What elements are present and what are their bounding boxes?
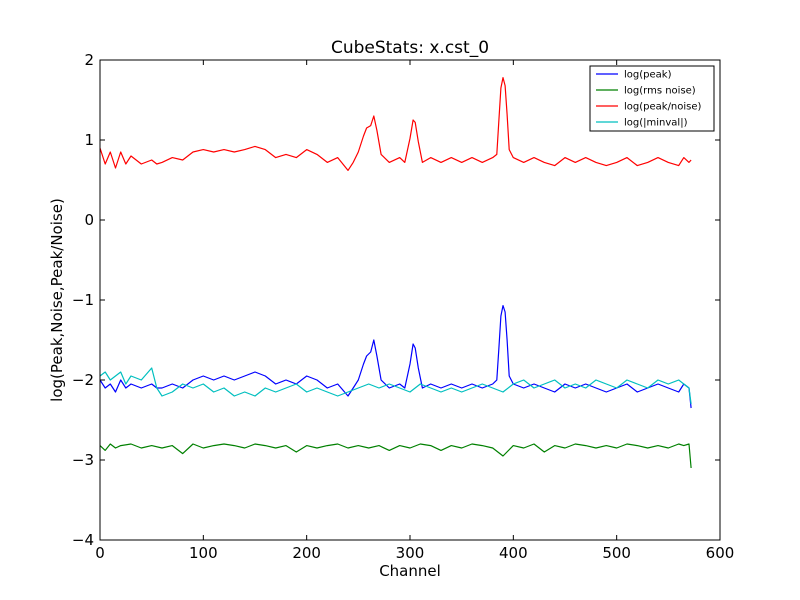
legend-label: log(peak/noise) — [624, 102, 702, 113]
series-line-log-rms-noise — [100, 443, 692, 469]
series-line-log-peak-noise — [100, 76, 692, 171]
series-layer — [100, 76, 692, 469]
x-tick-label: 600 — [706, 544, 735, 562]
legend-label: log(|minval|) — [624, 118, 688, 129]
x-tick-label: 500 — [602, 544, 631, 562]
series-line-log-peak — [100, 305, 692, 409]
y-axis: −4 −3 −2 −1 0 1 2 — [72, 51, 720, 549]
y-tick-label: −3 — [72, 451, 94, 469]
x-axis: 0 100 200 300 400 500 600 — [95, 60, 734, 562]
series-line-log-minval — [100, 367, 692, 405]
x-axis-label: Channel — [379, 562, 441, 580]
y-tick-label: −4 — [72, 531, 94, 549]
legend-box — [589, 65, 715, 132]
x-tick-label: 100 — [189, 544, 218, 562]
y-axis-label: log(Peak,Noise,Peak/Noise) — [48, 198, 66, 402]
legend-label: log(peak) — [624, 70, 672, 81]
y-tick-label: −2 — [72, 371, 94, 389]
legend: log(peak) log(rms noise) log(peak/noise) lo… — [589, 65, 715, 132]
x-tick-label: 200 — [292, 544, 321, 562]
x-tick-label: 400 — [499, 544, 528, 562]
y-tick-label: 1 — [84, 131, 94, 149]
x-tick-label: 300 — [396, 544, 425, 562]
y-tick-label: 2 — [84, 51, 94, 69]
y-tick-label: −1 — [72, 291, 94, 309]
x-tick-label: 0 — [95, 544, 105, 562]
legend-label: log(rms noise) — [624, 86, 696, 97]
chart-title: CubeStats: x.cst_0 — [331, 38, 489, 58]
y-tick-label: 0 — [84, 211, 94, 229]
